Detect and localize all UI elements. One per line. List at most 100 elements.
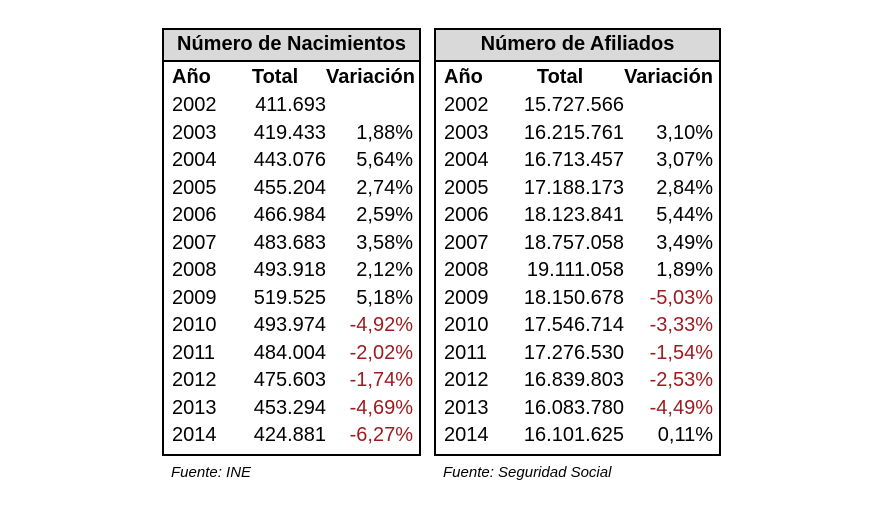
table-row: 2011 484.004 -2,02% [172,340,413,368]
table-row: 2005 455.204 2,74% [172,175,413,203]
table-cell: 16.215.761 [523,121,624,144]
table-cell: 483.683 [253,231,326,254]
table-cell: 2014 [444,424,489,447]
column-header: Total [536,66,584,88]
table-cell: 2012 [444,369,489,392]
table-row: 2008 19.111.058 1,89% [444,257,713,285]
table-cell: 419.433 [253,121,326,144]
table-cell: 2007 [444,231,489,254]
table-cell: 2013 [444,396,489,419]
table-row: 2012 16.839.803 -2,53% [444,367,713,395]
table-cell: 5,44% [656,204,713,227]
table-cell: 2005 [444,176,489,199]
table-cell: 18.123.841 [523,204,624,227]
affiliates-source-note: Fuente: Seguridad Social [443,463,612,481]
table-cell: 2,84% [656,176,713,199]
table-cell: 3,58% [356,231,413,254]
table-cell: 16.101.625 [523,424,624,447]
table-cell: 443.076 [253,149,326,172]
column-header: Total [251,66,299,88]
table-cell: 2012 [172,369,217,392]
affiliates-data-table: Año Total Variación 2002 15.727.566 2003 16.2… [444,63,713,450]
table-cell: 15.727.566 [523,94,624,117]
table-cell: 17.188.173 [523,176,624,199]
table-cell: 493.974 [253,314,326,337]
table-row: 2013 16.083.780 -4,49% [444,395,713,423]
table-cell: 16.839.803 [523,369,624,392]
table-cell: 5,18% [356,286,413,309]
table-cell: 1,88% [356,121,413,144]
table-cell: 2,59% [356,204,413,227]
table-cell: 493.918 [253,259,326,282]
births-data-table: Año Total Variación 2002 411.693 2003 419.433… [172,63,415,450]
table-cell: 3,10% [656,121,713,144]
table-cell: -5,03% [649,286,713,309]
table-cell: 453.294 [253,396,326,419]
table-row: 2009 519.525 5,18% [172,285,413,313]
table-cell: 475.603 [253,369,326,392]
births-table-header: Año Total Variación [172,63,415,92]
table-cell: 2,12% [356,259,413,282]
table-cell: 2003 [444,121,489,144]
births-source-note: Fuente: INE [171,463,252,481]
table-cell: 16.083.780 [523,396,624,419]
table-cell: 424.881 [253,424,326,447]
table-row: 2006 18.123.841 5,44% [444,202,713,230]
table-row: 2014 16.101.625 0,11% [444,422,713,450]
column-header: Año [444,66,483,88]
table-cell: -3,33% [649,314,713,337]
column-header: Variación [624,66,713,88]
table-cell: -1,54% [649,341,713,364]
table-cell: 455.204 [253,176,326,199]
table-cell: 2,74% [356,176,413,199]
column-header: Año [172,66,211,88]
table-cell: 2002 [172,94,217,117]
table-cell: 17.546.714 [523,314,624,337]
affiliates-table-header: Año Total Variación [444,63,713,92]
table-cell: 2003 [172,121,217,144]
table-cell: -2,02% [349,341,413,364]
table-row: 2010 493.974 -4,92% [172,312,413,340]
table-cell: 484.004 [253,341,326,364]
affiliates-table: Número de Afiliados Año Total Variación 20… [434,28,721,481]
column-header: Variación [326,66,415,88]
table-cell: -2,53% [649,369,713,392]
table-cell: 2004 [444,149,489,172]
affiliates-table-title: Número de Afiliados [434,28,721,62]
table-row: 2014 424.881 -6,27% [172,422,413,450]
table-cell: 18.150.678 [523,286,624,309]
table-cell: -1,74% [349,369,413,392]
table-cell: -4,92% [349,314,413,337]
table-cell: 2004 [172,149,217,172]
table-row: 2010 17.546.714 -3,33% [444,312,713,340]
table-cell: 16.713.457 [523,149,624,172]
table-row: 2003 16.215.761 3,10% [444,120,713,148]
table-cell: 2002 [444,94,489,117]
births-table: Número de Nacimientos Año Total Variación … [162,28,421,481]
table-row: 2003 419.433 1,88% [172,120,413,148]
table-cell: 519.525 [253,286,326,309]
affiliates-table-body: Año Total Variación 2002 15.727.566 2003 16.2… [434,60,721,456]
table-row: 2007 483.683 3,58% [172,230,413,258]
table-row: 2004 443.076 5,64% [172,147,413,175]
table-row: 2013 453.294 -4,69% [172,395,413,423]
table-cell: 2007 [172,231,217,254]
table-cell: 2009 [444,286,489,309]
table-cell: 19.111.058 [526,259,624,282]
table-cell: 2011 [444,341,488,364]
table-cell: 2013 [172,396,217,419]
table-cell: 3,07% [656,149,713,172]
table-cell: 2011 [172,341,216,364]
table-cell: 17.276.530 [523,341,624,364]
table-cell: -4,49% [649,396,713,419]
table-row: 2002 411.693 [172,92,413,120]
table-cell [326,92,413,120]
table-row: 2005 17.188.173 2,84% [444,175,713,203]
table-row: 2004 16.713.457 3,07% [444,147,713,175]
table-cell: 2009 [172,286,217,309]
table-cell: 2006 [444,204,489,227]
table-cell: 2014 [172,424,217,447]
table-cell: 5,64% [356,149,413,172]
table-cell: 2005 [172,176,217,199]
